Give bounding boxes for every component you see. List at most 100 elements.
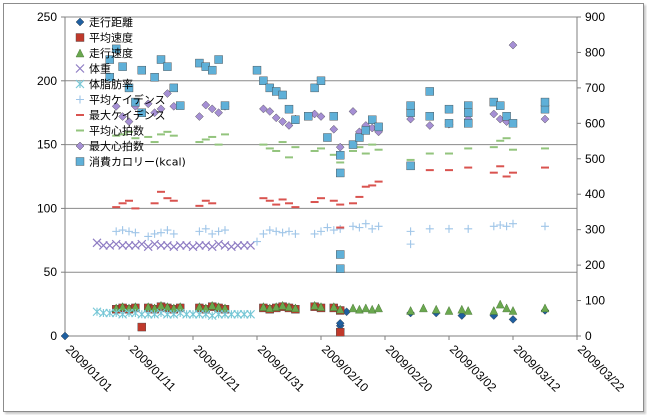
x-tick-label: 2009/02/10 [319, 342, 372, 395]
data-point [304, 112, 313, 121]
data-point [214, 108, 223, 117]
data-point [336, 224, 345, 233]
data-point [195, 112, 204, 121]
data-point [406, 101, 415, 110]
y-left-tick-label: 100 [37, 201, 57, 215]
legend-label: 体重 [89, 62, 111, 76]
data-point [137, 309, 147, 319]
y-right-tick-label: 800 [585, 45, 605, 59]
series-group [112, 219, 549, 249]
data-point [98, 240, 108, 250]
legend-label: 最大ケイデンス [89, 108, 166, 122]
legend-marker [75, 157, 85, 166]
data-point [489, 306, 499, 315]
data-point [112, 227, 121, 236]
data-point [496, 101, 505, 110]
data-point [336, 327, 345, 337]
legend-label: 消費カロリー(kcal) [89, 155, 186, 169]
x-tick-label: 2009/01/31 [255, 342, 308, 395]
data-point [259, 104, 268, 114]
y-right-tick-label: 100 [585, 294, 605, 308]
data-point [463, 306, 473, 315]
data-point [317, 227, 325, 236]
data-point [316, 302, 326, 311]
data-point [169, 229, 178, 238]
data-point [444, 119, 454, 128]
data-point [259, 76, 268, 86]
data-point [310, 229, 319, 238]
data-point [124, 240, 134, 250]
data-point [329, 112, 338, 121]
data-point [464, 119, 473, 128]
data-point [175, 240, 185, 250]
data-point [457, 304, 467, 314]
data-point [496, 220, 505, 229]
data-point [92, 238, 102, 248]
data-point [195, 227, 204, 236]
data-point [131, 97, 140, 107]
axes [61, 16, 581, 340]
data-point [278, 90, 287, 100]
data-point [111, 102, 121, 111]
data-point [335, 304, 345, 314]
data-point [361, 126, 370, 135]
data-point [144, 232, 153, 241]
data-point [150, 229, 159, 238]
legend-marker [75, 141, 85, 151]
data-point [118, 226, 127, 235]
data-point [194, 240, 204, 250]
data-point [272, 227, 281, 236]
data-point [221, 226, 229, 235]
data-point [156, 240, 166, 250]
data-point [508, 119, 518, 128]
data-point [425, 87, 434, 96]
data-point [175, 101, 185, 110]
legend-marker [75, 17, 85, 27]
data-point [284, 302, 294, 311]
legend-label: 平均ケイデンス [89, 93, 166, 107]
data-point [316, 112, 326, 121]
data-point [143, 242, 153, 252]
data-point [540, 97, 550, 107]
data-point [431, 304, 441, 314]
data-point [495, 299, 505, 309]
data-point [361, 219, 370, 228]
data-point [163, 62, 172, 71]
data-point [425, 121, 435, 130]
x-tick-label: 2009/01/01 [63, 342, 116, 395]
data-point [233, 309, 243, 319]
data-point [444, 104, 454, 114]
data-point [214, 55, 223, 64]
series-group [111, 40, 550, 152]
data-point [118, 62, 127, 71]
data-point [278, 117, 287, 126]
y-right-tick-label: 200 [585, 258, 605, 272]
data-point [137, 239, 147, 249]
data-point [291, 303, 300, 313]
data-point [265, 226, 274, 235]
data-point [265, 303, 275, 313]
data-point [163, 309, 172, 319]
data-point [502, 222, 511, 231]
data-point [246, 240, 256, 250]
data-point [137, 108, 147, 117]
data-point [271, 113, 281, 123]
data-point [207, 65, 217, 75]
data-point [201, 100, 211, 110]
series-group [105, 44, 550, 273]
y-right-tick-label: 700 [585, 81, 605, 95]
data-point [406, 114, 415, 124]
legend-marker [75, 48, 85, 58]
data-point [374, 122, 383, 132]
data-point [169, 83, 179, 93]
legend-marker [76, 95, 84, 104]
data-point [220, 101, 230, 110]
data-point [540, 104, 550, 114]
y-left-tick-label: 150 [37, 138, 57, 152]
legend-label: 平均心拍数 [89, 124, 144, 138]
data-point [323, 133, 332, 142]
legend: 走行距離平均速度走行速度体重体脂肪率平均ケイデンス最大ケイデンス平均心拍数最大心… [75, 15, 186, 169]
data-point [348, 107, 358, 116]
data-point [259, 229, 268, 238]
x-tick-label: 2009/01/21 [191, 342, 244, 395]
